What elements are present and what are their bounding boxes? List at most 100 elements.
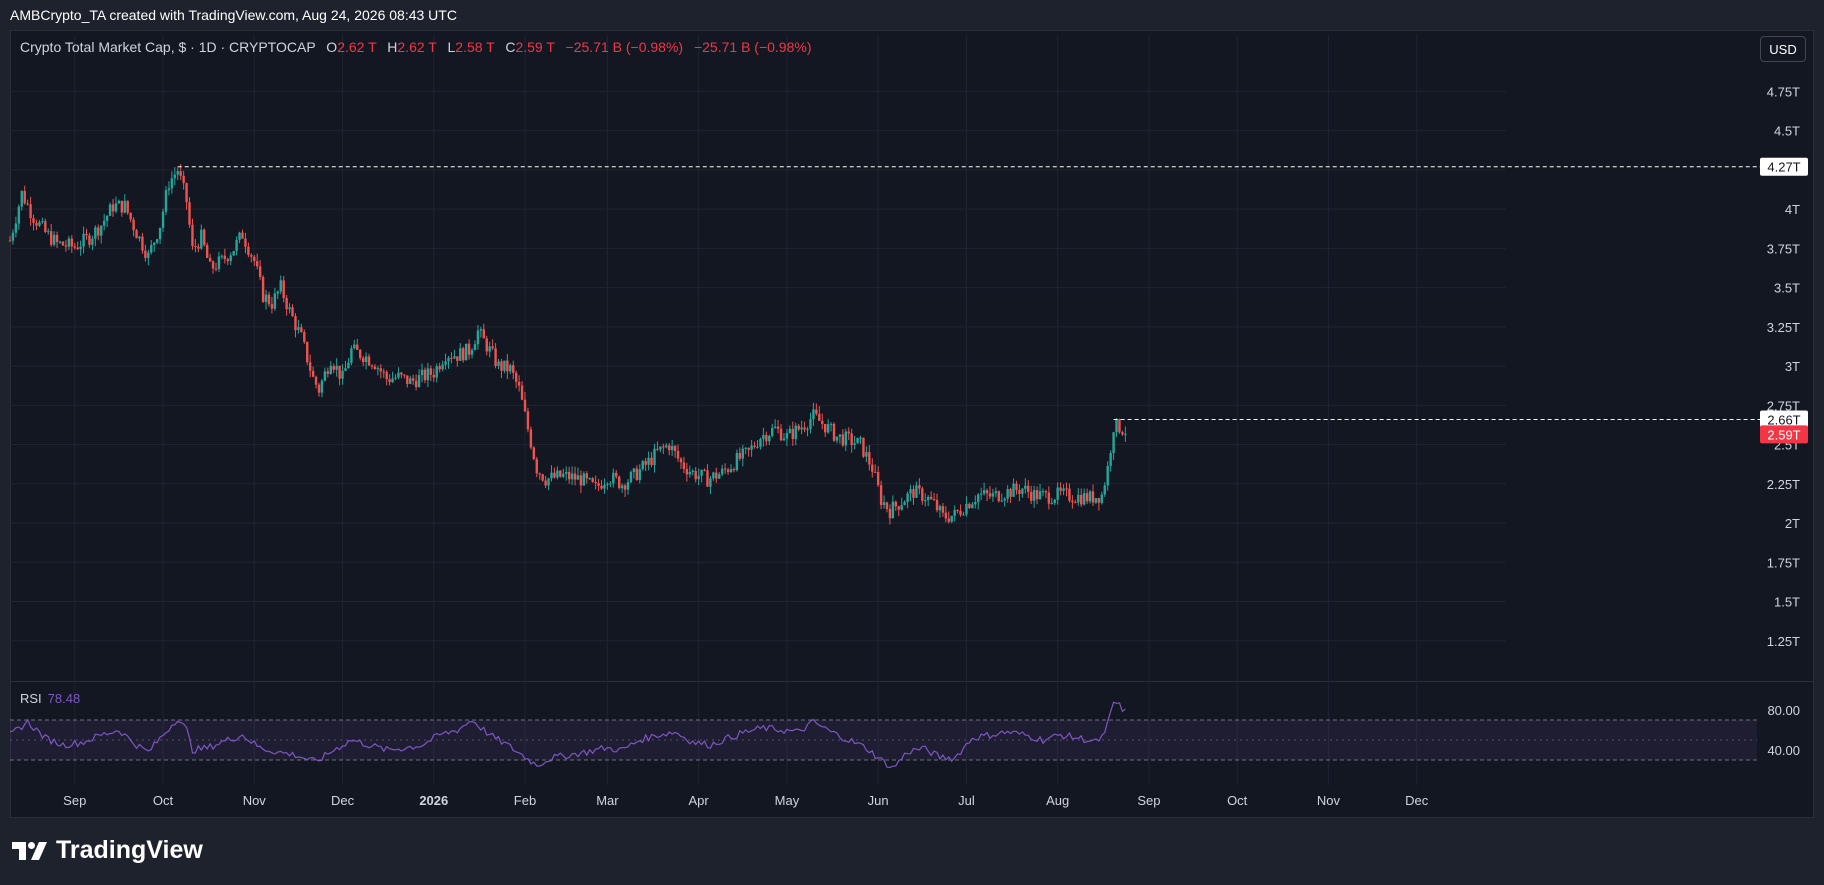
candle-down [282,280,285,299]
candle-down [361,357,365,363]
candle-up [503,360,506,371]
candle-down [529,429,533,448]
candle-up [735,453,739,471]
candle-down [270,304,274,309]
price-level-label: 2.66T [1767,412,1800,427]
candle-up [603,484,606,489]
rsi-title[interactable]: RSI [20,691,42,706]
candle-down [765,434,768,442]
candle-down [738,453,742,459]
y-tick-label: 2T [1785,516,1800,531]
candle-up [509,365,512,372]
candle-up [1038,491,1042,500]
currency-button[interactable]: USD [1760,36,1806,62]
candle-up [768,435,771,442]
candle-down [244,238,247,247]
candle-up [217,256,221,270]
x-tick-label: Dec [331,793,355,808]
candle-up [1077,494,1080,503]
candle-up [659,446,662,450]
candle-down [317,384,321,393]
candle-down [591,478,594,482]
candle-down [144,250,147,259]
candle-down [414,380,418,388]
candle-down [1027,485,1030,492]
candle-down [541,474,544,481]
candle-down [26,203,29,205]
candle-up [800,427,803,430]
candle-up [155,239,159,243]
candle-up [391,378,394,383]
tradingview-logo[interactable]: TradingView [12,836,203,865]
candle-down [1068,488,1071,501]
candle-down [32,218,35,223]
rsi-legend: RSI 78.48 [20,691,80,706]
close-value: 2.59 T [515,39,555,55]
candle-down [241,232,244,239]
candle-down [832,423,836,441]
candle-down [97,227,100,236]
candle-down [553,472,556,478]
candle-up [164,190,168,212]
candle-down [253,256,256,262]
candle-down [573,473,577,480]
last-price-tag [1760,425,1808,444]
candle-down [944,512,948,519]
candle-down [776,426,780,429]
candle-down [871,464,874,472]
candle-up [1109,453,1112,466]
symbol-legend: Crypto Total Market Cap, $ · 1D · CRYPTO… [20,39,812,55]
rsi-line [9,701,1126,769]
candle-down [126,200,129,213]
candle-down [359,349,362,358]
candle-down [205,245,209,258]
rsi-band [10,720,1757,760]
candle-up [556,470,559,478]
candle-up [409,378,412,384]
candle-up [647,457,650,465]
candle-down [456,356,459,361]
candle-down [985,490,989,494]
open-value: 2.62 T [337,39,377,55]
candle-up [1094,498,1098,503]
candle-down [485,338,488,352]
candle-up [273,293,277,309]
candle-down [921,488,924,501]
candle-up [158,227,162,240]
candle-down [526,411,530,430]
candle-down [732,469,736,471]
candle-up [350,348,353,363]
candle-up [785,432,789,439]
candle-up [838,434,842,437]
candle-up [153,242,156,245]
candle-up [720,468,724,475]
x-tick-label: Apr [689,793,710,808]
rsi-value: 78.48 [47,691,81,706]
candle-down [514,372,518,382]
candle-down [382,371,385,373]
candle-up [170,178,174,189]
y-tick-label: 3T [1785,359,1800,374]
candle-down [538,473,541,475]
candle-up [953,510,956,516]
candle-up [974,502,977,505]
candle-down [1009,489,1012,497]
candle-down [403,374,406,376]
candle-up [665,445,668,448]
candle-down [1118,419,1121,433]
candle-down [579,475,583,486]
candle-up [759,439,762,447]
candle-down [594,481,597,484]
candle-up [856,437,859,444]
candle-up [632,468,636,473]
x-tick-label: Sep [1137,793,1160,808]
candle-up [82,233,85,247]
candle-up [688,471,692,475]
symbol-title[interactable]: Crypto Total Market Cap, $ · 1D · CRYPTO… [20,39,316,55]
candle-down [615,472,618,477]
candle-down [988,493,992,497]
candle-down [535,459,538,474]
candle-down [532,447,536,460]
candle-up [826,424,830,433]
candle-up [41,221,44,223]
